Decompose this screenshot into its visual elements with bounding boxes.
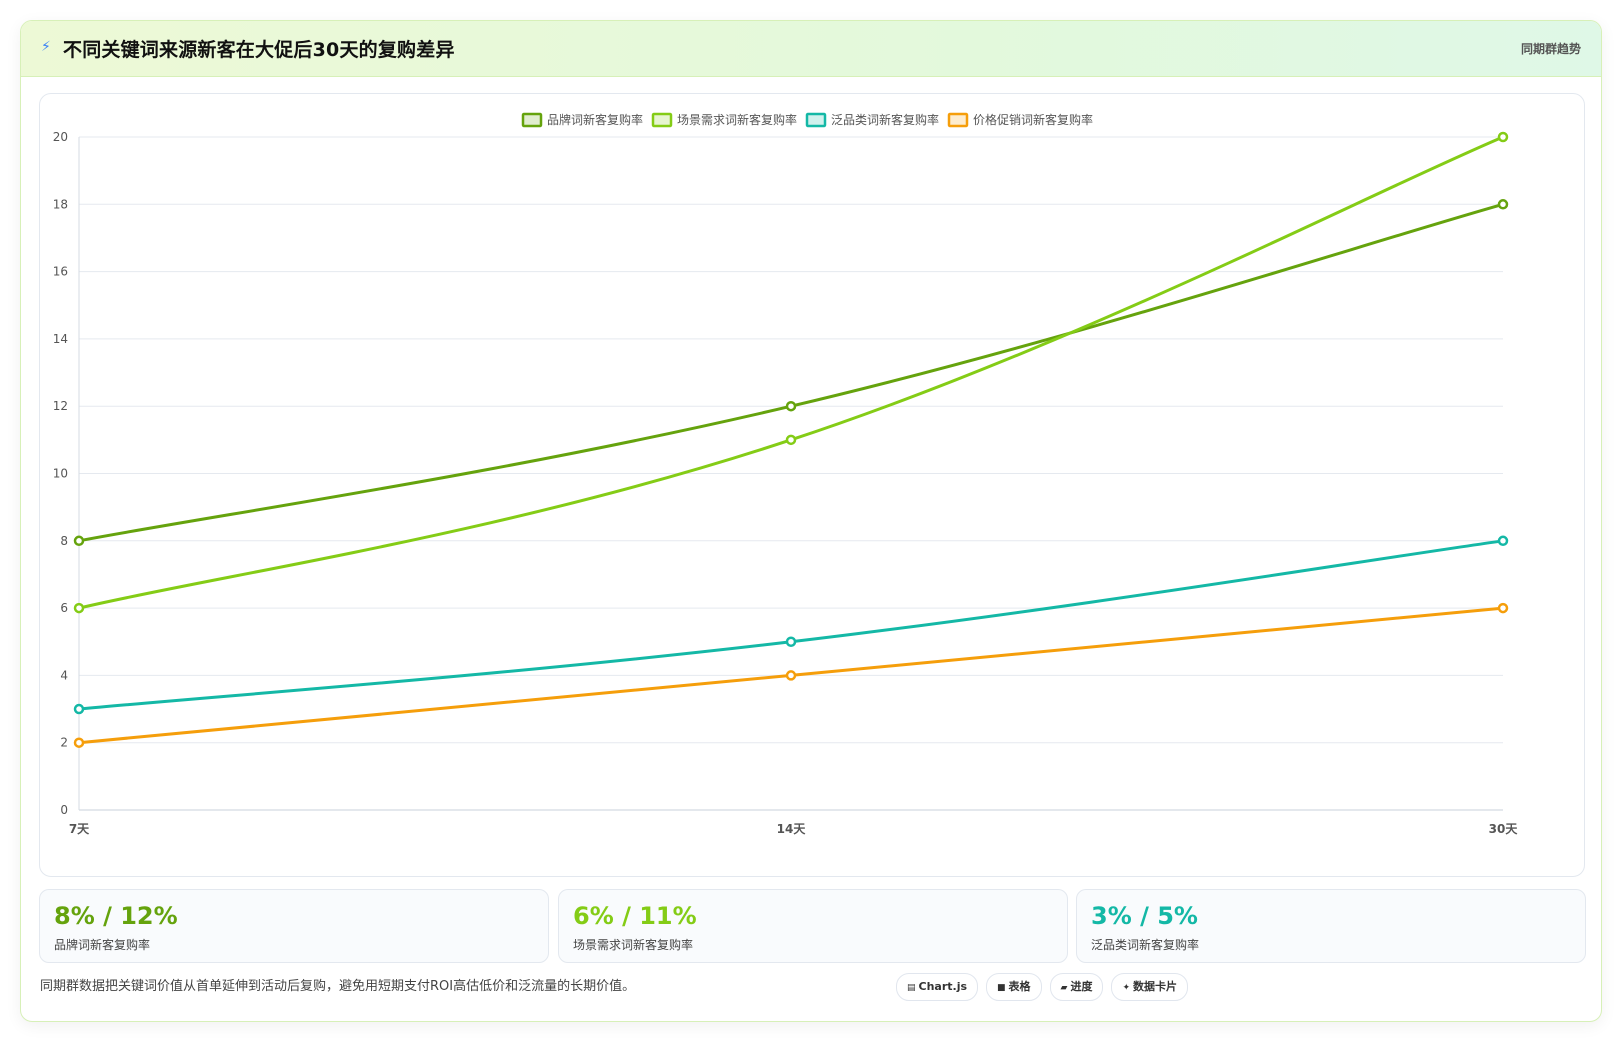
page-title: 不同关键词来源新客在大促后30天的复购差异 [63, 39, 455, 61]
legend-swatch [947, 112, 969, 128]
legend-label: 价格促销词新客复购率 [973, 112, 1093, 127]
footnote: 同期群数据把关键词价值从首单延伸到活动后复购，避免用短期支付ROI高估低价和泛流… [40, 979, 636, 994]
pill-table[interactable]: ■ 表格 [986, 973, 1042, 1001]
pill-chartjs[interactable]: ▤ Chart.js [896, 973, 979, 1001]
panel: ⚡ 不同关键词来源新客在大促后30天的复购差异 同期群趋势 0 2 4 6 8 10 12 1… [20, 20, 1602, 1022]
header-tag: 同期群趋势 [1520, 42, 1581, 56]
view-switcher: ▤ Chart.js ■ 表格 ▰ 进度 ✦ 数据卡片 [896, 973, 1196, 1001]
y-tick-label: 16 [53, 265, 68, 279]
data-point [785, 636, 797, 647]
legend-swatch [521, 112, 543, 128]
y-tick-label: 6 [60, 601, 68, 615]
stat-value: 3% / 5% [1091, 902, 1198, 930]
stat-card-category: 3% / 5% 泛品类词新客复购率 [1076, 889, 1586, 963]
y-tick-label: 10 [53, 467, 68, 481]
y-tick-label: 20 [53, 130, 68, 144]
y-tick-label: 0 [60, 803, 68, 817]
y-tick-label: 12 [53, 399, 68, 413]
progress-icon: ▰ [1060, 983, 1068, 993]
y-tick-label: 4 [60, 668, 68, 682]
data-point [1497, 131, 1509, 143]
series-line [78, 135, 1504, 610]
data-point [785, 670, 797, 681]
legend-swatch [805, 112, 827, 128]
data-point [73, 703, 85, 715]
stat-card-brand: 8% / 12% 品牌词新客复购率 [39, 889, 549, 963]
data-point [73, 602, 85, 614]
pill-data-card[interactable]: ✦ 数据卡片 [1111, 973, 1189, 1001]
chart-card: 0 2 4 6 8 10 12 14 16 18 20 7天 14天 30天 品牌词新客复购率 场景需求词新客… [39, 93, 1585, 877]
stat-label: 泛品类词新客复购率 [1091, 938, 1200, 952]
panel-header: ⚡ 不同关键词来源新客在大促后30天的复购差异 同期群趋势 [21, 21, 1601, 77]
stat-value: 6% / 11% [573, 902, 697, 930]
pill-label: 数据卡片 [1133, 980, 1178, 993]
y-tick-label: 8 [60, 534, 68, 548]
series-line [78, 202, 1504, 543]
data-point [73, 737, 85, 748]
pill-label: Chart.js [918, 980, 968, 993]
x-tick-label: 14天 [777, 822, 807, 836]
stat-value: 8% / 12% [54, 902, 178, 930]
y-tick-label: 14 [53, 332, 68, 346]
sparkle-icon: ✦ [1122, 983, 1131, 993]
data-point [1497, 199, 1509, 210]
stat-label: 品牌词新客复购率 [54, 938, 151, 952]
pill-label: 表格 [1008, 980, 1031, 993]
y-tick-label: 18 [53, 197, 68, 211]
data-point [785, 434, 797, 446]
data-point [785, 400, 797, 412]
legend-label: 场景需求词新客复购率 [677, 112, 797, 127]
lightning-icon: ⚡ [41, 39, 51, 55]
legend-label: 品牌词新客复购率 [547, 112, 643, 127]
data-point [1497, 535, 1509, 547]
pill-label: 进度 [1070, 980, 1093, 993]
table-icon: ■ [997, 983, 1006, 993]
chart-icon: ▤ [907, 983, 916, 993]
pill-progress[interactable]: ▰ 进度 [1049, 973, 1104, 1001]
stat-label: 场景需求词新客复购率 [573, 938, 694, 952]
data-point [73, 535, 85, 547]
data-point [1497, 602, 1509, 614]
line-chart: 0 2 4 6 8 10 12 14 16 18 20 7天 14天 30天 品牌词新客复购率 场景需求词新客… [53, 112, 1519, 836]
x-tick-label: 7天 [69, 822, 90, 836]
x-tick-label: 30天 [1489, 822, 1519, 836]
y-tick-label: 2 [60, 736, 68, 750]
legend-swatch [651, 112, 673, 128]
legend-label: 泛品类词新客复购率 [831, 112, 939, 127]
stat-card-scenario: 6% / 11% 场景需求词新客复购率 [558, 889, 1068, 963]
